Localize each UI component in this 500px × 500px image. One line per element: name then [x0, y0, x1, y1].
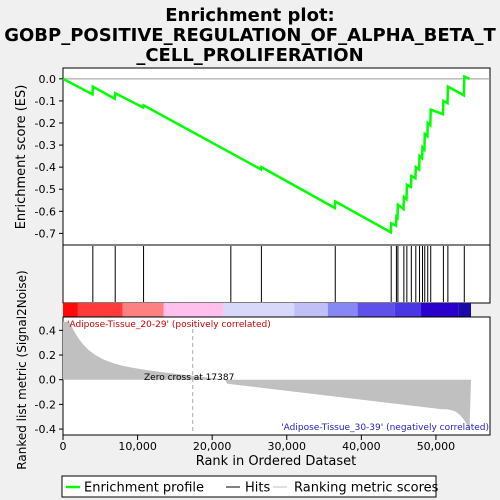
negative-correlation-label: 'Adipose-Tissue_30-39' (negatively corre…	[281, 423, 489, 433]
x-tick-label: 0	[60, 440, 67, 453]
metric-axis-label: Ranked list metric (Signal2Noise)	[15, 270, 29, 469]
es-tick-label: -0.6	[35, 205, 56, 218]
es-tick-label: -0.1	[35, 95, 56, 108]
legend-box	[61, 475, 437, 498]
hit-markers	[92, 246, 465, 302]
metric-axis-ticks: 0.4 0.2 0.0 -0.2 -0.4	[35, 324, 63, 436]
heatmap-band	[357, 303, 395, 317]
heatmap-band	[63, 303, 78, 317]
metric-tick-label: -0.2	[35, 398, 56, 411]
rank-heatmap-bar	[63, 303, 471, 317]
x-axis-label: Rank in Ordered Dataset	[196, 454, 357, 469]
es-tick-label: 0.0	[39, 73, 57, 86]
enrichment-profile-line	[62, 74, 470, 235]
heatmap-band	[223, 303, 295, 317]
es-tick-label: -0.4	[35, 161, 56, 174]
es-panel	[62, 67, 491, 246]
heatmap-band	[77, 303, 123, 317]
x-tick-label: 50,000	[417, 440, 456, 453]
heatmap-band	[421, 303, 459, 317]
es-tick-label: -0.7	[35, 227, 56, 240]
heatmap-band	[122, 303, 164, 317]
x-tick-label: 10,000	[118, 440, 157, 453]
positive-correlation-label: 'Adipose-Tissue_20-29' (positively corre…	[67, 320, 271, 330]
plot-title-line-2: GOBP_POSITIVE_REGULATION_OF_ALPHA_BETA_T	[4, 25, 496, 46]
heatmap-band	[394, 303, 422, 317]
metric-tick-label: 0.4	[39, 324, 57, 337]
es-axis-label: Enrichment score (ES)	[14, 85, 29, 230]
es-tick-label: -0.3	[35, 139, 56, 152]
hits-panel	[62, 244, 491, 304]
es-tick-label: -0.2	[35, 117, 56, 130]
es-tick-label: -0.5	[35, 183, 56, 196]
zero-cross-label: Zero cross at 17387	[144, 373, 234, 383]
legend-hits-label: Hits	[245, 481, 270, 496]
metric-tick-label: 0.0	[39, 374, 57, 387]
x-tick-label: 20,000	[193, 440, 232, 453]
x-tick-label: 40,000	[342, 440, 381, 453]
heatmap-band	[327, 303, 358, 317]
legend-enrichment-label: Enrichment profile	[84, 481, 204, 496]
x-tick-label: 30,000	[268, 440, 307, 453]
plot-title-line-1: Enrichment plot:	[165, 5, 335, 26]
ranking-metric-area	[63, 321, 471, 431]
heatmap-band	[458, 303, 471, 317]
es-axis-ticks: 0.0 -0.1 -0.2 -0.3 -0.4 -0.5 -0.6 -0.7	[35, 73, 63, 240]
x-axis-ticks: 0 10,000 20,000 30,000 40,000 50,000	[60, 435, 456, 453]
heatmap-band	[163, 303, 224, 317]
metric-tick-label: 0.2	[39, 349, 57, 362]
legend-metric-label: Ranking metric scores	[294, 481, 439, 496]
heatmap-band	[294, 303, 328, 317]
plot-title-line-3: _CELL_PROLIFERATION	[136, 45, 363, 66]
metric-tick-label: -0.4	[35, 423, 56, 436]
